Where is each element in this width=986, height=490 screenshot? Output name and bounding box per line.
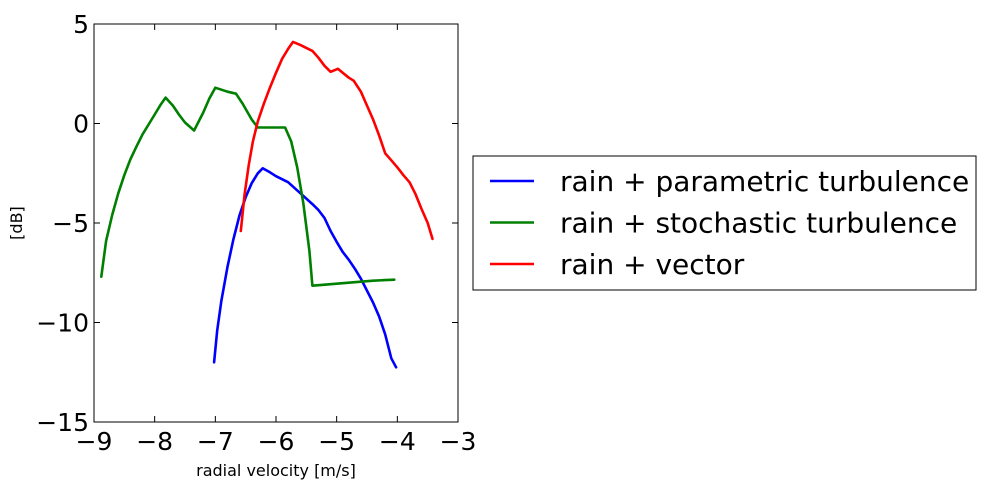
series-layer [100,40,434,369]
legend-frame [472,155,977,291]
x-tick-label: −3 [440,427,477,456]
legend-label-2: rain + vector [560,248,745,281]
y-tick-label: 5 [73,10,89,39]
x-tick-label: −5 [318,427,355,456]
legend-label-0: rain + parametric turbulence [560,165,969,198]
legend: rain + parametric turbulence rain + stoch… [472,155,977,291]
series-line-2 [239,40,434,241]
x-tick-label: −4 [379,427,416,456]
x-axis-label: radial velocity [m/s] [196,461,356,480]
plot-frame [93,23,459,423]
y-tick-label: −10 [36,309,89,338]
y-tick-label: −15 [36,408,89,437]
y-tick-label: −5 [52,209,89,238]
y-tick-label: 0 [73,110,89,139]
legend-label-1: rain + stochastic turbulence [560,207,957,240]
legend-items: rain + parametric turbulence rain + stoch… [490,165,969,281]
x-tick-label: −7 [197,427,234,456]
series-line-1 [100,86,396,287]
x-tick-label: −6 [258,427,295,456]
ticks-layer: −9 −8 −7 −6 −5 −4 −3 −15 −10 −5 0 5 [36,10,476,456]
series-line-0 [212,167,398,369]
x-tick-label: −8 [136,427,173,456]
y-axis-label: [dB] [7,206,26,240]
x-tick-label: −9 [76,427,113,456]
